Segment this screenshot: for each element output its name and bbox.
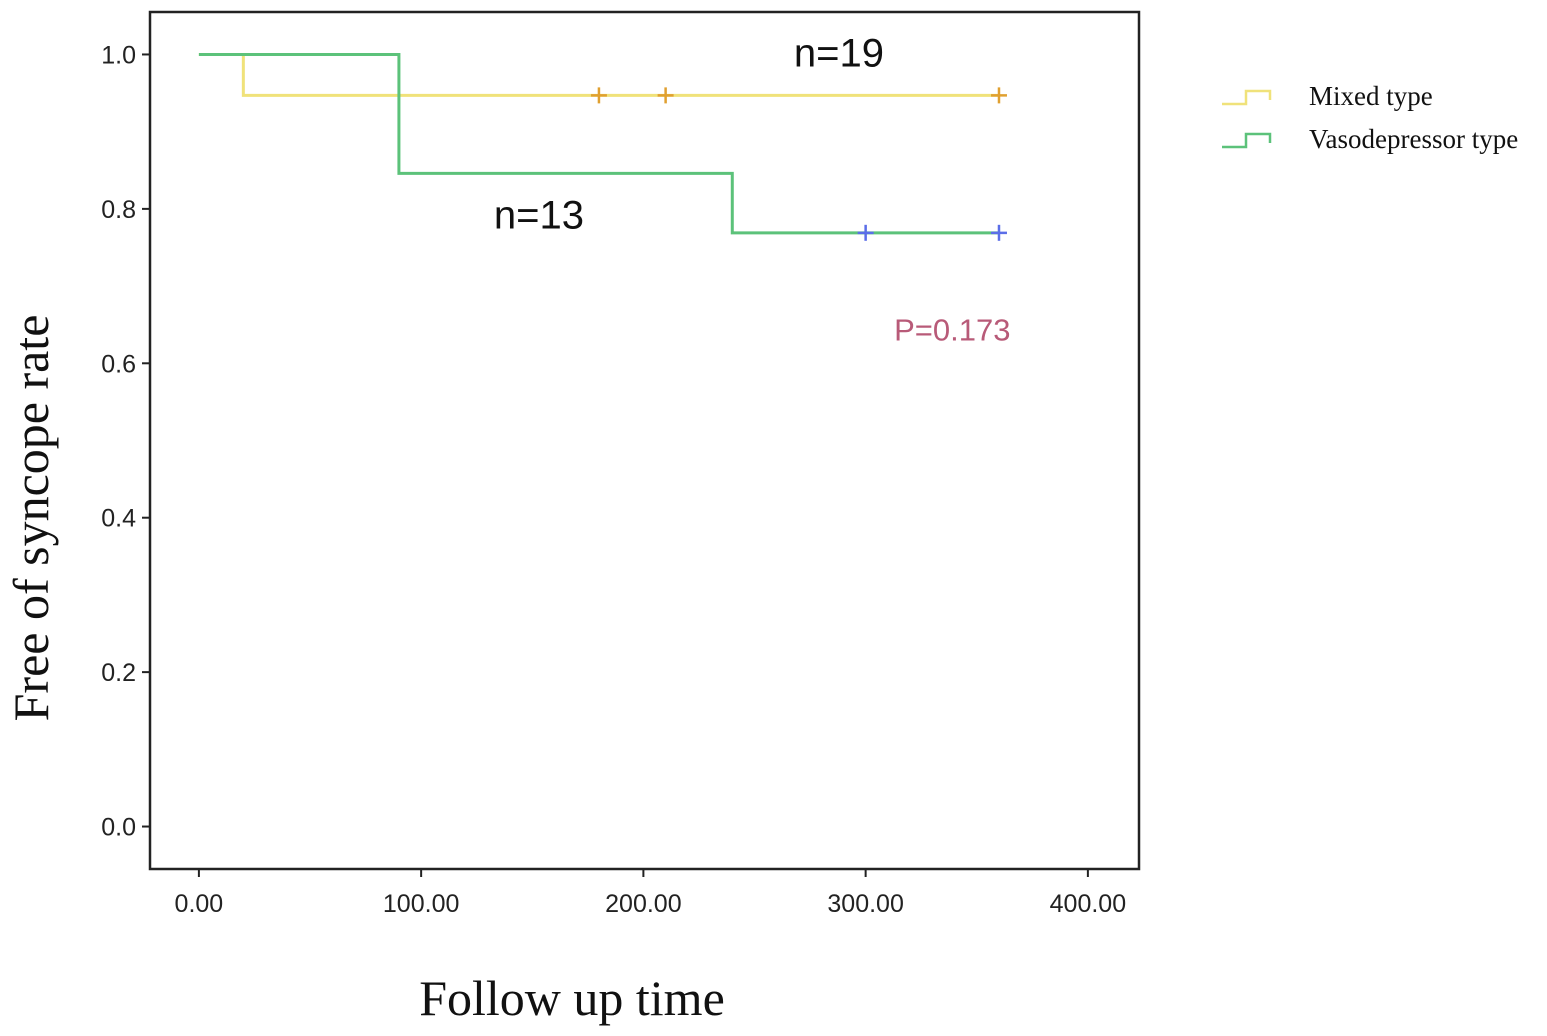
legend-swatch bbox=[1222, 132, 1272, 149]
y-tick-label: 0.8 bbox=[101, 196, 136, 224]
y-tick-label: 0.4 bbox=[101, 505, 136, 533]
x-tick-label: 400.00 bbox=[1050, 890, 1126, 918]
y-tick-label: 0.6 bbox=[101, 350, 136, 378]
censor-marks bbox=[590, 87, 1007, 241]
x-axis: 0.00 100.00 200.00 300.00 400.00 bbox=[175, 869, 1126, 918]
censor-mark bbox=[990, 87, 1007, 104]
censor-mark bbox=[857, 224, 874, 241]
legend-label: Vasodepressor type bbox=[1309, 124, 1518, 154]
x-tick-label: 300.00 bbox=[827, 890, 903, 918]
y-axis-title: Free of syncope rate bbox=[3, 315, 59, 722]
x-axis-title: Follow up time bbox=[419, 970, 725, 1026]
series-layer bbox=[198, 52, 999, 235]
x-tick-label: 0.00 bbox=[175, 890, 224, 918]
y-tick-label: 1.0 bbox=[101, 41, 136, 69]
y-tick-label: 0.0 bbox=[101, 814, 136, 842]
annotations: n=19 n=13 P=0.173 bbox=[494, 31, 1011, 347]
y-axis: 0.0 0.2 0.4 0.6 0.8 1.0 bbox=[101, 41, 150, 842]
censor-mark bbox=[590, 87, 607, 104]
y-tick-label: 0.2 bbox=[101, 659, 136, 687]
censor-mark bbox=[990, 224, 1007, 241]
n-count-label: n=13 bbox=[494, 194, 584, 238]
censor-mark bbox=[657, 87, 674, 104]
legend: Mixed type Vasodepressor type bbox=[1222, 81, 1518, 154]
plot-frame bbox=[148, 10, 1141, 871]
legend-label: Mixed type bbox=[1309, 81, 1433, 111]
legend-swatch bbox=[1222, 89, 1272, 106]
x-tick-label: 100.00 bbox=[383, 890, 459, 918]
n-count-label: n=19 bbox=[794, 31, 884, 75]
x-tick-label: 200.00 bbox=[605, 890, 681, 918]
p-value-label: P=0.173 bbox=[894, 313, 1010, 348]
series-line-vasodepressor-type bbox=[198, 52, 999, 235]
